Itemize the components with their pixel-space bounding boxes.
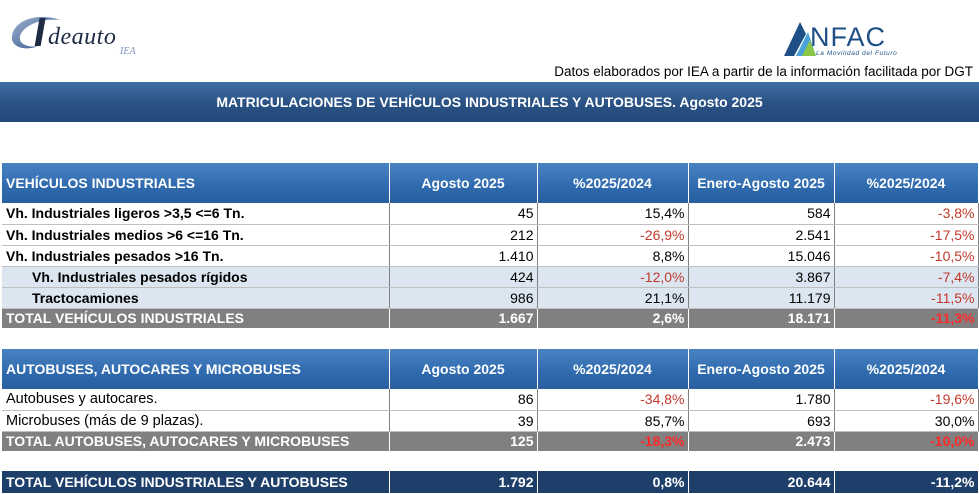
table-row: Tractocamiones 986 21,1% 11.179 -11,5% <box>2 287 979 309</box>
cell-ytd: 11.179 <box>688 287 835 309</box>
total-ytd: 2.473 <box>688 431 835 451</box>
cell-ytd: 3.867 <box>688 266 835 288</box>
cell-ytd-pct: 30,0% <box>834 410 979 432</box>
total-row: TOTAL VEHÍCULOS INDUSTRIALES 1.667 2,6% … <box>2 308 979 328</box>
cell-aug-pct: 21,1% <box>537 287 689 309</box>
table-row: Vh. Industriales pesados >16 Tn. 1.410 8… <box>2 245 979 267</box>
grand-total-table: TOTAL VEHÍCULOS INDUSTRIALES Y AUTOBUSES… <box>2 471 979 493</box>
industrial-vehicles-table: VEHÍCULOS INDUSTRIALES Agosto 2025 %2025… <box>2 163 979 328</box>
row-label: Vh. Industriales pesados rígidos <box>2 266 390 288</box>
table-row: Vh. Industriales pesados rígidos 424 -12… <box>2 266 979 288</box>
cell-aug: 39 <box>389 410 538 432</box>
col-header-ytd-pct: %2025/2024 <box>834 349 979 389</box>
grand-total-label: TOTAL VEHÍCULOS INDUSTRIALES Y AUTOBUSES <box>2 471 390 493</box>
cell-aug-pct: 85,7% <box>537 410 689 432</box>
col-header-category: AUTOBUSES, AUTOCARES Y MICROBUSES <box>2 349 390 389</box>
table-row: Vh. Industriales medios >6 <=16 Tn. 212 … <box>2 224 979 246</box>
ideauto-swirl-icon <box>11 16 60 49</box>
anfac-logo: NFAC La Movilidad del Futuro <box>782 18 932 60</box>
cell-aug: 986 <box>389 287 538 309</box>
cell-ytd: 693 <box>688 410 835 432</box>
cell-ytd: 15.046 <box>688 245 835 267</box>
cell-ytd: 584 <box>688 203 835 225</box>
ideauto-wordmark: deauto <box>48 24 117 50</box>
grand-total-ytd: 20.644 <box>688 471 835 493</box>
total-aug-pct: 2,6% <box>537 308 689 328</box>
total-ytd-pct: -11,3% <box>834 308 979 328</box>
row-label: Tractocamiones <box>2 287 390 309</box>
cell-aug: 424 <box>389 266 538 288</box>
cell-ytd: 1.780 <box>688 389 835 411</box>
total-row: TOTAL AUTOBUSES, AUTOCARES Y MICROBUSES … <box>2 431 979 451</box>
cell-ytd-pct: -3,8% <box>834 203 979 225</box>
total-aug-pct: -18,3% <box>537 431 689 451</box>
table-row: Vh. Industriales ligeros >3,5 <=6 Tn. 45… <box>2 203 979 225</box>
col-header-ytd: Enero-Agosto 2025 <box>688 349 835 389</box>
cell-aug-pct: 15,4% <box>537 203 689 225</box>
grand-total-ytd-pct: -11,2% <box>834 471 979 493</box>
total-aug: 1.667 <box>389 308 538 328</box>
total-ytd: 18.171 <box>688 308 835 328</box>
table-row: Microbuses (más de 9 plazas). 39 85,7% 6… <box>2 410 979 432</box>
cell-aug-pct: -12,0% <box>537 266 689 288</box>
cell-ytd-pct: -19,6% <box>834 389 979 411</box>
row-label: Microbuses (más de 9 plazas). <box>2 410 390 432</box>
col-header-ytd: Enero-Agosto 2025 <box>688 163 835 203</box>
cell-ytd-pct: -11,5% <box>834 287 979 309</box>
grand-total-aug-pct: 0,8% <box>537 471 689 493</box>
table-row: Autobuses y autocares. 86 -34,8% 1.780 -… <box>2 389 979 411</box>
col-header-month: Agosto 2025 <box>389 349 538 389</box>
cell-ytd-pct: -17,5% <box>834 224 979 246</box>
total-ytd-pct: -10,0% <box>834 431 979 451</box>
source-note: Datos elaborados por IEA a partir de la … <box>554 64 973 79</box>
cell-aug: 45 <box>389 203 538 225</box>
cell-ytd-pct: -7,4% <box>834 266 979 288</box>
total-aug: 125 <box>389 431 538 451</box>
page-title: MATRICULACIONES DE VEHÍCULOS INDUSTRIALE… <box>0 82 979 122</box>
col-header-month-pct: %2025/2024 <box>537 349 689 389</box>
grand-total-row: TOTAL VEHÍCULOS INDUSTRIALES Y AUTOBUSES… <box>2 471 979 493</box>
cell-aug: 1.410 <box>389 245 538 267</box>
table-header-row: AUTOBUSES, AUTOCARES Y MICROBUSES Agosto… <box>2 349 979 389</box>
cell-ytd: 2.541 <box>688 224 835 246</box>
col-header-month: Agosto 2025 <box>389 163 538 203</box>
row-label: Vh. Industriales medios >6 <=16 Tn. <box>2 224 390 246</box>
row-label: Autobuses y autocares. <box>2 389 390 411</box>
total-label: TOTAL VEHÍCULOS INDUSTRIALES <box>2 308 390 328</box>
table-header-row: VEHÍCULOS INDUSTRIALES Agosto 2025 %2025… <box>2 163 979 203</box>
anfac-wordmark: NFAC <box>810 22 887 52</box>
col-header-category: VEHÍCULOS INDUSTRIALES <box>2 163 390 203</box>
cell-aug-pct: -34,8% <box>537 389 689 411</box>
anfac-a-icon <box>784 22 816 56</box>
anfac-tagline: La Movilidad del Futuro <box>816 50 898 57</box>
col-header-ytd-pct: %2025/2024 <box>834 163 979 203</box>
row-label: Vh. Industriales pesados >16 Tn. <box>2 245 390 267</box>
cell-aug-pct: -26,9% <box>537 224 689 246</box>
total-label: TOTAL AUTOBUSES, AUTOCARES Y MICROBUSES <box>2 431 390 451</box>
ideauto-logo: deauto IEA <box>8 8 158 57</box>
cell-aug-pct: 8,8% <box>537 245 689 267</box>
grand-total-aug: 1.792 <box>389 471 538 493</box>
col-header-month-pct: %2025/2024 <box>537 163 689 203</box>
buses-table: AUTOBUSES, AUTOCARES Y MICROBUSES Agosto… <box>2 349 979 451</box>
ideauto-sub: IEA <box>120 46 136 57</box>
cell-aug: 86 <box>389 389 538 411</box>
row-label: Vh. Industriales ligeros >3,5 <=6 Tn. <box>2 203 390 225</box>
cell-aug: 212 <box>389 224 538 246</box>
cell-ytd-pct: -10,5% <box>834 245 979 267</box>
